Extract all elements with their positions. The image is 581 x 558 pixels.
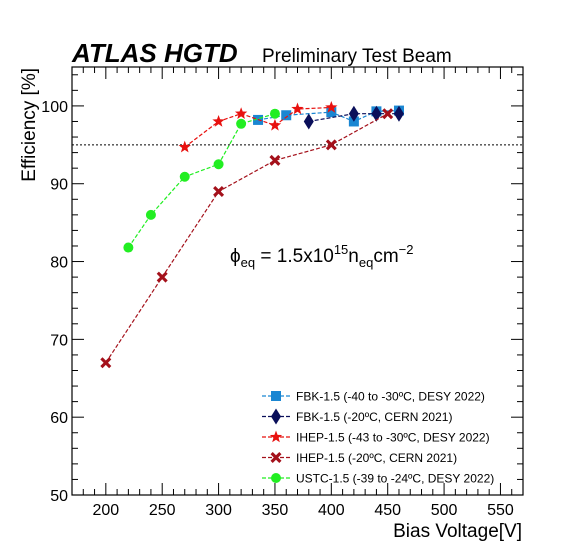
fluence-exponent: 15 bbox=[334, 242, 348, 257]
data-point bbox=[291, 102, 304, 115]
y-tick-label: 80 bbox=[50, 255, 68, 272]
fluence-annotation: ϕeq = 1.5x1015neqcm−2 bbox=[230, 242, 414, 270]
data-point bbox=[393, 105, 404, 122]
data-point bbox=[100, 357, 112, 369]
data-point bbox=[371, 105, 382, 122]
legend-entry: IHEP-1.5 (-20ºC, CERN 2021) bbox=[262, 451, 457, 465]
data-point bbox=[269, 154, 281, 166]
data-point bbox=[326, 107, 337, 118]
y-tick-labels: 50 60 70 80 90 100 bbox=[41, 99, 68, 505]
data-point bbox=[178, 140, 191, 153]
legend-entry: USTC-1.5 (-39 to -24ºC, DESY 2022) bbox=[262, 472, 494, 486]
legend-label: USTC-1.5 (-39 to -24ºC, DESY 2022) bbox=[296, 472, 494, 486]
data-point bbox=[213, 159, 224, 170]
data-point bbox=[145, 209, 156, 220]
y-tick-label: 100 bbox=[41, 99, 68, 116]
data-point bbox=[269, 108, 280, 119]
legend-marker bbox=[271, 408, 281, 425]
series-5 bbox=[123, 108, 280, 253]
legend-label: IHEP-1.5 (-43 to -30ºC, DESY 2022) bbox=[296, 431, 490, 445]
series-3 bbox=[178, 100, 338, 153]
legend-label: FBK-1.5 (-40 to -30ºC, DESY 2022) bbox=[296, 390, 485, 404]
x-tick-label: 250 bbox=[149, 502, 176, 519]
unit-exponent: −2 bbox=[399, 242, 414, 257]
data-point bbox=[123, 242, 134, 253]
data-point bbox=[348, 105, 359, 122]
data-point bbox=[382, 108, 394, 120]
series-line bbox=[184, 106, 332, 148]
y-tick-label: 50 bbox=[50, 488, 68, 505]
data-point bbox=[156, 271, 168, 283]
legend-marker bbox=[271, 391, 281, 401]
data-point bbox=[179, 171, 190, 182]
chart-subtitle: Preliminary Test Beam bbox=[262, 46, 452, 67]
data-point bbox=[325, 139, 337, 151]
axis-ticks bbox=[71, 67, 524, 496]
unit-symbol: cm bbox=[373, 246, 398, 267]
series-line bbox=[105, 113, 388, 364]
fluence-prefix: = 1.5x10 bbox=[255, 246, 334, 267]
y-tick-label: 70 bbox=[50, 332, 68, 349]
series-4 bbox=[100, 108, 394, 369]
x-tick-label: 200 bbox=[92, 502, 119, 519]
legend-entry: IHEP-1.5 (-43 to -30ºC, DESY 2022) bbox=[262, 430, 490, 445]
phi-symbol: ϕ bbox=[230, 246, 241, 267]
data-point bbox=[268, 118, 282, 131]
data-point bbox=[303, 113, 314, 130]
x-tick-label: 500 bbox=[431, 502, 458, 519]
legend-entry: FBK-1.5 (-20ºC, CERN 2021) bbox=[262, 408, 452, 425]
legend-label: IHEP-1.5 (-20ºC, CERN 2021) bbox=[296, 451, 457, 465]
legend-entry: FBK-1.5 (-40 to -30ºC, DESY 2022) bbox=[262, 390, 485, 404]
y-tick-label: 90 bbox=[50, 177, 68, 194]
x-axis-title: Bias Voltage[V] bbox=[393, 521, 522, 542]
data-series bbox=[100, 100, 404, 369]
n-subscript: eq bbox=[359, 255, 373, 270]
data-point bbox=[213, 186, 225, 198]
x-tick-labels: 200 250 300 350 400 450 500 550 bbox=[92, 502, 513, 519]
y-axis-title: Efficiency [%] bbox=[19, 68, 40, 182]
legend-marker bbox=[271, 473, 281, 483]
n-symbol: n bbox=[348, 246, 359, 267]
experiment-label: ATLAS HGTD bbox=[71, 38, 238, 68]
legend: FBK-1.5 (-40 to -30ºC, DESY 2022) FBK-1.5… bbox=[262, 390, 494, 486]
phi-subscript: eq bbox=[241, 255, 255, 270]
x-tick-label: 450 bbox=[374, 502, 401, 519]
series-2 bbox=[303, 105, 404, 130]
legend-label: FBK-1.5 (-20ºC, CERN 2021) bbox=[296, 410, 452, 424]
series-line bbox=[127, 113, 276, 248]
x-tick-label: 550 bbox=[487, 502, 514, 519]
y-tick-label: 60 bbox=[50, 410, 68, 427]
data-point bbox=[281, 110, 292, 121]
x-tick-label: 400 bbox=[318, 502, 345, 519]
data-point bbox=[325, 100, 338, 113]
x-tick-label: 300 bbox=[205, 502, 232, 519]
x-tick-label: 350 bbox=[262, 502, 289, 519]
legend-marker bbox=[270, 452, 282, 463]
data-point bbox=[236, 118, 247, 129]
data-point bbox=[234, 107, 248, 119]
legend-marker bbox=[269, 430, 283, 443]
data-point bbox=[212, 114, 225, 127]
